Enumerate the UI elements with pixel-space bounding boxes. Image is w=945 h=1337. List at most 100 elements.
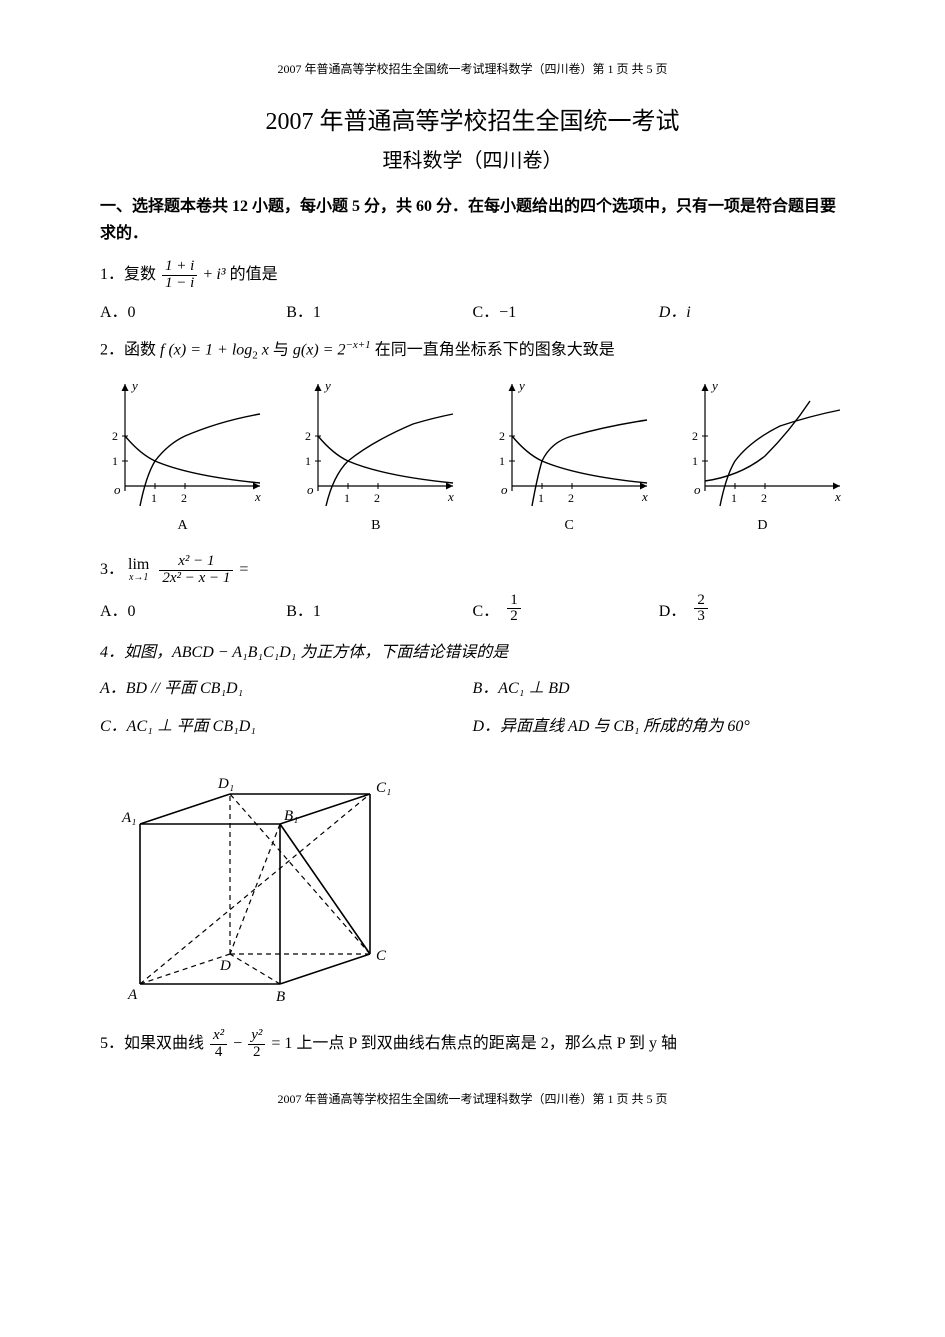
footer-text: 2007 年普通高等学校招生全国统一考试理科数学（四川卷）第 1 页 共 5 页 [100,1090,845,1107]
chart-b-ytick2: 2 [305,429,311,443]
chart-c-ylabel: y [517,378,525,393]
chart-b-origin: o [307,482,314,497]
chart-d-label: D [680,518,845,534]
chart-d-xlabel: x [834,489,841,504]
chart-a-xtick1: 1 [151,491,157,505]
q2-and: 与 [273,341,293,358]
chart-b-svg: o x y 1 2 1 2 [293,376,458,516]
q4-opt-a: A．BD // 平面 CB₁D₁ [100,674,473,698]
cube-svg: A B C D A₁ B₁ C₁ D₁ [100,754,420,1004]
question-3: 3． lim x→1 x² − 1 2x² − x − 1 = [100,554,845,587]
chart-d-ylabel: y [710,378,718,393]
chart-a-label: A [100,518,265,534]
question-5: 5．如果双曲线 x² 4 − y² 2 = 1 上一点 P 到双曲线右焦点的距离… [100,1028,845,1061]
q3-opt-c-frac: 1 2 [507,593,521,626]
cube-label-D: D [219,958,231,974]
q3-lim: lim x→1 [128,557,149,583]
chart-c-origin: o [501,482,508,497]
question-2: 2．函数 f (x) = 1 + log2 x 与 g(x) = 2−x+1 在… [100,336,845,366]
q3-opt-d: D． 2 3 [659,593,845,626]
q3-fraction: x² − 1 2x² − x − 1 [159,554,233,587]
cube-label-A1: A₁ [121,810,136,826]
q2-fx: f (x) = 1 + log [160,341,252,358]
q1-suffix: 的值是 [230,266,278,283]
chart-d-xtick1: 1 [731,491,737,505]
q5-minus: − [233,1035,246,1052]
q1-prefix: 1．复数 [100,266,156,283]
q5-frac1: x² 4 [210,1028,227,1061]
chart-d-ytick2: 2 [692,429,698,443]
q1-plus: + [203,266,216,283]
chart-a-ytick2: 2 [112,429,118,443]
chart-d: o x y 1 2 1 2 D [680,376,845,534]
chart-a-ytick1: 1 [112,454,118,468]
q3-opt-d-frac: 2 3 [694,593,708,626]
q3-options: A．0 B．1 C． 1 2 D． 2 3 [100,593,845,626]
cube-label-C: C [376,948,387,964]
q4-opt-c: C．AC₁ ⊥ 平面 CB₁D₁ [100,712,473,736]
q5-mid: 上一点 P 到双曲线右焦点的距离是 2，那么点 P 到 y 轴 [296,1035,677,1052]
q2-gx-exp: −x+1 [345,339,370,351]
q5-frac2: y² 2 [248,1028,265,1061]
q3-lim-sub: x→1 [128,573,149,583]
q4-text: 4．如图，ABCD − A₁B₁C₁D₁ 为正方体，下面结论错误的是 [100,644,508,661]
chart-c-xtick1: 1 [538,491,544,505]
chart-c: o x y 1 2 1 2 C [487,376,652,534]
chart-a-origin: o [114,482,121,497]
question-1: 1．复数 1 + i 1 − i + i³ 的值是 [100,259,845,292]
q3-frac-num: x² − 1 [159,554,233,571]
q5-eq1: = 1 [271,1035,292,1052]
q1-opt-b: B．1 [286,298,472,322]
q2-text-a: 2．函数 [100,341,160,358]
chart-a-svg: o x y 1 2 1 2 [100,376,265,516]
chart-c-label: C [487,518,652,534]
q1-options: A．0 B．1 C．−1 D．i [100,298,845,322]
doc-title-2: 理科数学（四川卷） [100,144,845,173]
q4-opt-b: B．AC₁ ⊥ BD [473,674,846,698]
chart-c-xlabel: x [641,489,648,504]
chart-c-svg: o x y 1 2 1 2 [487,376,652,516]
q3-lim-top: lim [128,557,149,573]
cube-label-C1: C₁ [376,780,391,796]
q2-gx: g(x) = 2 [293,341,346,358]
cube-label-B: B [276,989,285,1004]
chart-b-xtick1: 1 [344,491,350,505]
q1-frac-den: 1 − i [162,276,197,292]
chart-c-ytick2: 2 [499,429,505,443]
cube-label-B1: B₁ [284,808,298,824]
q4-opt-d: D．异面直线 AD 与 CB₁ 所成的角为 60° [473,712,846,736]
q3-eq: = [239,561,248,578]
chart-a-ylabel: y [130,378,138,393]
chart-a-xtick2: 2 [181,491,187,505]
chart-c-xtick2: 2 [568,491,574,505]
q1-i3: i³ [216,266,225,283]
q2-text-b: 在同一直角坐标系下的图象大致是 [375,341,615,358]
chart-a-xlabel: x [254,489,261,504]
chart-d-xtick2: 2 [761,491,767,505]
q3-opt-a: A．0 [100,593,286,626]
cube-label-A: A [127,987,138,1003]
chart-d-ytick1: 1 [692,454,698,468]
q3-frac-den: 2x² − x − 1 [159,571,233,587]
q2-charts: o x y 1 2 1 2 A o x y [100,376,845,534]
doc-title-1: 2007 年普通高等学校招生全国统一考试 [100,101,845,136]
q4-options-row1: A．BD // 平面 CB₁D₁ B．AC₁ ⊥ BD [100,674,845,698]
cube-label-D1: D₁ [217,776,234,792]
cube-figure: A B C D A₁ B₁ C₁ D₁ [100,754,845,1004]
q3-opt-c: C． 1 2 [473,593,659,626]
chart-b-xlabel: x [447,489,454,504]
chart-b: o x y 1 2 1 2 B [293,376,458,534]
q3-prefix: 3． [100,561,124,578]
q1-frac-num: 1 + i [162,259,197,276]
chart-a: o x y 1 2 1 2 A [100,376,265,534]
q3-opt-b: B．1 [286,593,472,626]
q1-opt-c: C．−1 [473,298,659,322]
question-4: 4．如图，ABCD − A₁B₁C₁D₁ 为正方体，下面结论错误的是 [100,639,845,668]
q1-opt-a: A．0 [100,298,286,322]
q5-prefix: 5．如果双曲线 [100,1035,204,1052]
chart-b-label: B [293,518,458,534]
chart-b-ytick1: 1 [305,454,311,468]
q2-fx-tail: x [258,341,269,358]
chart-b-ylabel: y [323,378,331,393]
q1-fraction: 1 + i 1 − i [162,259,197,292]
